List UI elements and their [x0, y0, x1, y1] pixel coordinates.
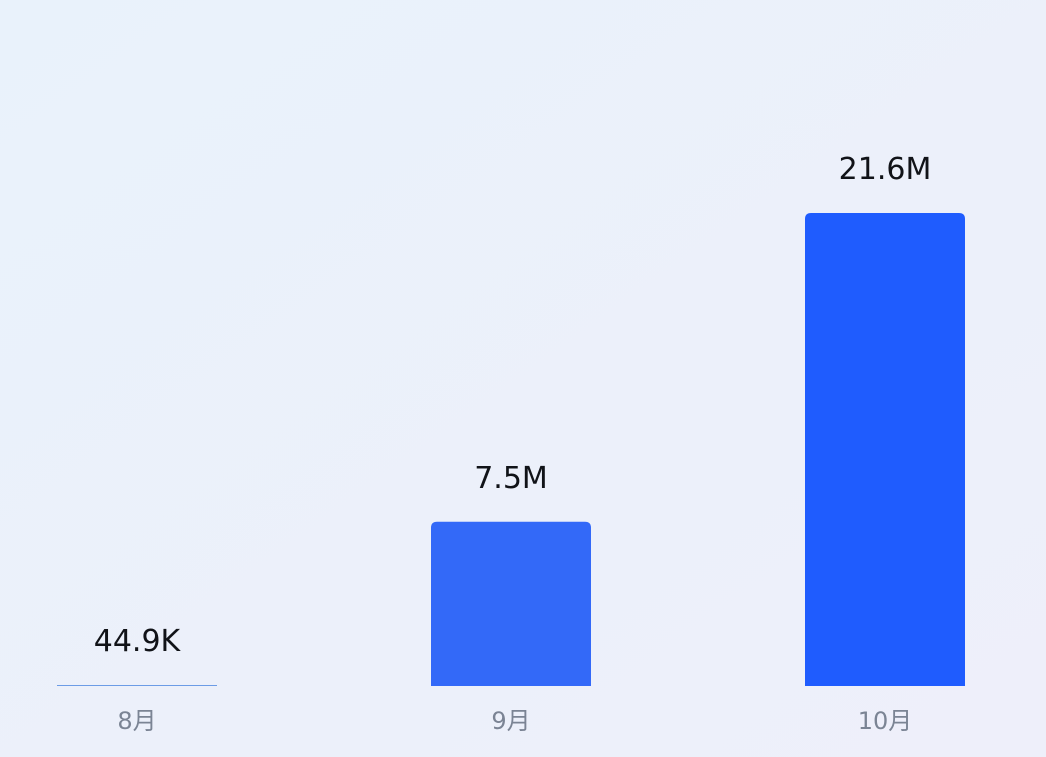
x-tick-label: 10月: [858, 707, 913, 735]
bar: [431, 521, 591, 686]
x-tick-label: 9月: [491, 707, 530, 735]
value-label: 7.5M: [474, 461, 548, 496]
x-tick-label: 8月: [117, 707, 156, 735]
bar: [57, 685, 217, 686]
value-label: 44.9K: [94, 624, 182, 659]
value-label: 21.6M: [839, 152, 932, 187]
bar: [805, 213, 965, 686]
